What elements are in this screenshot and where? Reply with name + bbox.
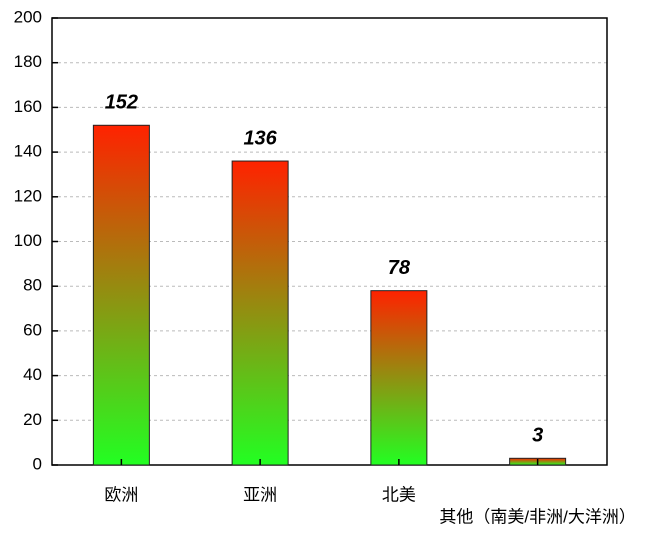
y-tick-label: 0 (33, 454, 42, 473)
y-tick-label: 20 (23, 410, 42, 429)
x-tick-label: 其他（南美/非洲/大洋洲） (439, 507, 635, 526)
y-tick-label: 60 (23, 320, 42, 339)
y-tick-label: 160 (14, 97, 42, 116)
y-tick-label: 200 (14, 7, 42, 26)
y-tick-label: 140 (14, 142, 42, 161)
y-tick-label: 80 (23, 276, 42, 295)
y-tick-label: 180 (14, 52, 42, 71)
plot-frame (51, 17, 608, 466)
x-tick-label: 欧洲 (104, 485, 138, 504)
x-tick-label: 北美 (382, 485, 416, 504)
data-label: 78 (388, 257, 411, 279)
data-label: 152 (105, 92, 138, 114)
data-label: 136 (243, 127, 277, 149)
bar (92, 124, 150, 466)
y-tick-label: 100 (14, 231, 42, 250)
data-label: 3 (532, 425, 543, 447)
bar (231, 160, 289, 466)
y-tick-label: 40 (23, 365, 42, 384)
y-tick-label: 120 (14, 186, 42, 205)
x-tick-label: 亚洲 (243, 485, 277, 504)
bar (370, 290, 428, 466)
